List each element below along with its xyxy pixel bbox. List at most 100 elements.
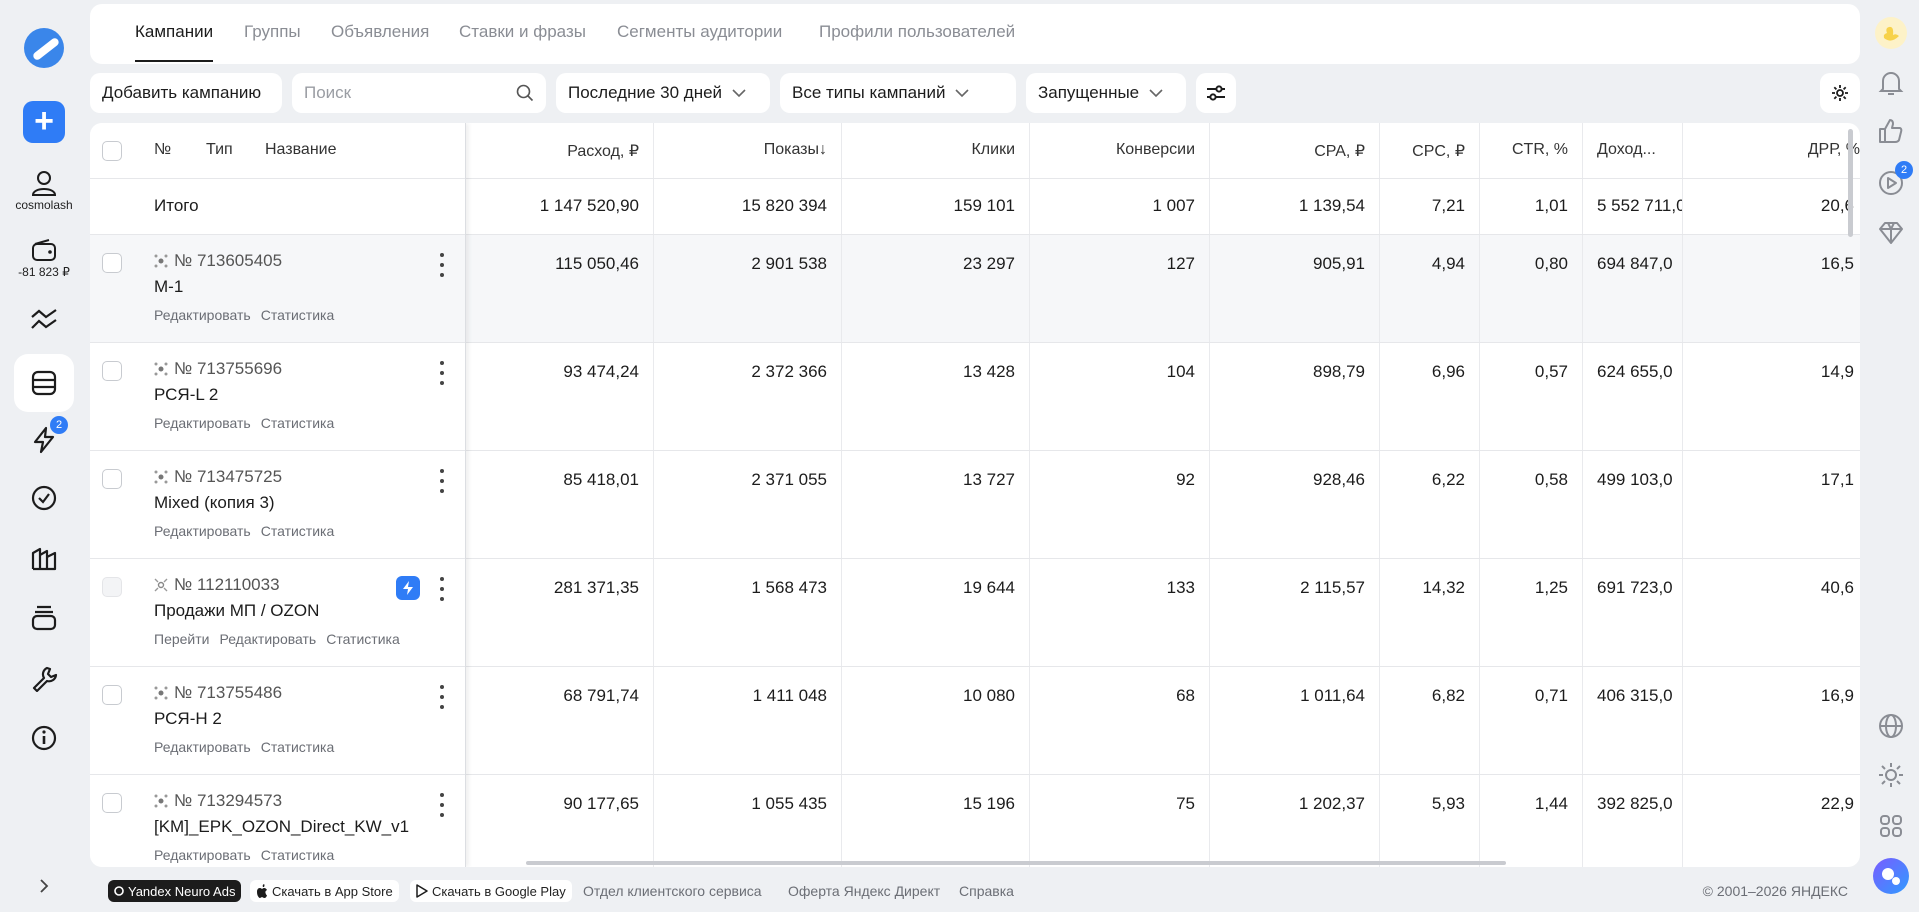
campaign-name[interactable]: [KM]_EPK_OZON_Direct_KW_v1	[154, 817, 410, 836]
stats-link[interactable]: Статистика	[260, 307, 335, 323]
campaign-types-select[interactable]: Все типы кампаний	[780, 73, 1016, 113]
tab-groups[interactable]: Группы	[244, 22, 301, 41]
header-impressions[interactable]: Показы↓	[763, 141, 827, 158]
autotarget-badge[interactable]	[396, 576, 420, 600]
campaigns-nav-button[interactable]	[14, 354, 74, 412]
campaign-number-text[interactable]: № 713294573	[174, 791, 283, 810]
stats-link[interactable]: Статистика	[326, 631, 400, 647]
goto-link[interactable]: Перейти	[154, 631, 210, 647]
search-input[interactable]: Поиск	[292, 73, 546, 113]
header-num[interactable]: №	[154, 141, 172, 158]
campaign-name[interactable]: РСЯ-L 2	[154, 385, 219, 404]
row-menu-button[interactable]	[438, 793, 446, 817]
table-settings-button[interactable]	[1820, 73, 1860, 113]
header-name[interactable]: Название	[265, 141, 337, 158]
statistics-nav-button[interactable]	[14, 296, 74, 344]
status-select[interactable]: Запущенные	[1026, 73, 1186, 113]
language-button[interactable]	[1871, 706, 1911, 746]
campaign-number-text[interactable]: № 713755696	[174, 359, 283, 378]
row-menu-button[interactable]	[438, 361, 446, 385]
offer-link[interactable]: Оферта Яндекс Директ	[788, 883, 941, 899]
campaign-number-text[interactable]: № 713475725	[174, 467, 283, 486]
header-type[interactable]: Тип	[206, 141, 233, 158]
assistant-button[interactable]	[1871, 13, 1911, 53]
header-drr[interactable]: ДРР, %	[1807, 141, 1860, 158]
app-store-link[interactable]: Скачать в App Store	[250, 880, 399, 902]
search-icon	[516, 84, 534, 102]
client-service-link[interactable]: Отдел клиентского сервиса	[583, 883, 762, 899]
neuro-ads-link[interactable]: Yandex Neuro Ads	[108, 880, 242, 902]
tab-ads[interactable]: Объявления	[331, 22, 430, 41]
tasks-nav-button[interactable]	[14, 474, 74, 522]
stats-link[interactable]: Статистика	[260, 415, 335, 431]
expand-sidebar-button[interactable]	[14, 872, 74, 900]
filters-button[interactable]	[1196, 73, 1236, 113]
edit-link[interactable]: Редактировать	[154, 415, 251, 431]
edit-link[interactable]: Редактировать	[154, 739, 251, 755]
user-account-button[interactable]: cosmolash	[14, 166, 74, 216]
header-cost[interactable]: Расход, ₽	[567, 143, 639, 160]
campaign-name[interactable]: РСЯ-Н 2	[154, 709, 222, 728]
services-button[interactable]	[1871, 806, 1911, 846]
edit-link[interactable]: Редактировать	[154, 307, 251, 323]
row-menu-button[interactable]	[438, 253, 446, 277]
create-button[interactable]: +	[14, 100, 74, 144]
cell: 68 791,74	[466, 667, 654, 774]
tab-bids-phrases[interactable]: Ставки и фразы	[459, 22, 586, 41]
edit-link[interactable]: Редактировать	[154, 523, 251, 539]
google-play-link[interactable]: Скачать в Google Play	[410, 880, 572, 902]
events-nav-button[interactable]: 2	[14, 416, 74, 464]
stats-link[interactable]: Статистика	[260, 739, 335, 755]
row-checkbox[interactable]	[102, 361, 122, 381]
stats-link[interactable]: Статистика	[260, 523, 335, 539]
header-income[interactable]: Доход...	[1597, 141, 1656, 158]
campaign-number-text[interactable]: № 112110033	[174, 575, 280, 594]
reports-nav-button[interactable]	[14, 534, 74, 582]
direct-logo[interactable]	[14, 22, 74, 74]
notifications-button[interactable]	[1871, 63, 1911, 103]
row-checkbox[interactable]	[102, 793, 122, 813]
wallet-button[interactable]: -81 823 ₽	[14, 234, 74, 284]
feedback-button[interactable]	[1871, 111, 1911, 151]
add-campaign-button[interactable]: Добавить кампанию	[90, 73, 282, 113]
row-checkbox[interactable]	[102, 469, 122, 489]
campaign-name[interactable]: М-1	[154, 277, 184, 296]
header-conversions[interactable]: Конверсии	[1115, 141, 1195, 158]
campaign-type-icon	[154, 470, 168, 484]
row-menu-button[interactable]	[438, 685, 446, 709]
stats-link[interactable]: Статистика	[260, 847, 335, 863]
campaign-number-text[interactable]: № 713605405	[174, 251, 283, 270]
period-select[interactable]: Последние 30 дней	[556, 73, 770, 113]
table-row: № 713475725 Mixed (копия 3) Редактироват…	[90, 451, 465, 559]
premium-button[interactable]	[1871, 213, 1911, 253]
vertical-scrollbar[interactable]	[1848, 123, 1854, 867]
header-clicks[interactable]: Клики	[971, 141, 1015, 158]
tab-audience-segments[interactable]: Сегменты аудитории	[617, 22, 783, 41]
cell: 6,82	[1380, 667, 1480, 774]
info-nav-button[interactable]	[14, 714, 74, 762]
row-menu-button[interactable]	[438, 469, 446, 493]
tab-user-profiles[interactable]: Профили пользователей	[819, 22, 1016, 41]
tab-campaigns[interactable]: Кампании	[135, 22, 214, 62]
help-link[interactable]: Справка	[959, 883, 1014, 899]
edit-link[interactable]: Редактировать	[154, 847, 251, 863]
horizontal-scrollbar[interactable]	[466, 859, 1860, 867]
header-cpc[interactable]: CPC, ₽	[1412, 143, 1465, 160]
app-store-label: Скачать в App Store	[272, 883, 393, 899]
theme-toggle-button[interactable]	[1871, 755, 1911, 795]
header-cpa[interactable]: CPA, ₽	[1314, 143, 1365, 160]
row-checkbox[interactable]	[102, 253, 122, 273]
library-nav-button[interactable]	[14, 594, 74, 642]
select-all-checkbox[interactable]	[102, 141, 122, 161]
header-ctr[interactable]: CTR, %	[1512, 141, 1568, 158]
video-tutorials-button[interactable]: 2	[1871, 161, 1913, 203]
campaign-name[interactable]: Продажи МП / OZON	[154, 601, 320, 620]
row-checkbox[interactable]	[102, 685, 122, 705]
campaign-number-text[interactable]: № 713755486	[174, 683, 283, 702]
edit-link[interactable]: Редактировать	[219, 631, 317, 647]
tools-nav-button[interactable]	[14, 654, 74, 702]
metrics-scroll-area[interactable]: Расход, ₽ Показы↓ Клики Конверсии CPA, ₽…	[466, 123, 1860, 867]
campaign-name[interactable]: Mixed (копия 3)	[154, 493, 275, 512]
alice-assistant-button[interactable]	[1871, 856, 1911, 896]
row-menu-button[interactable]	[438, 577, 446, 601]
